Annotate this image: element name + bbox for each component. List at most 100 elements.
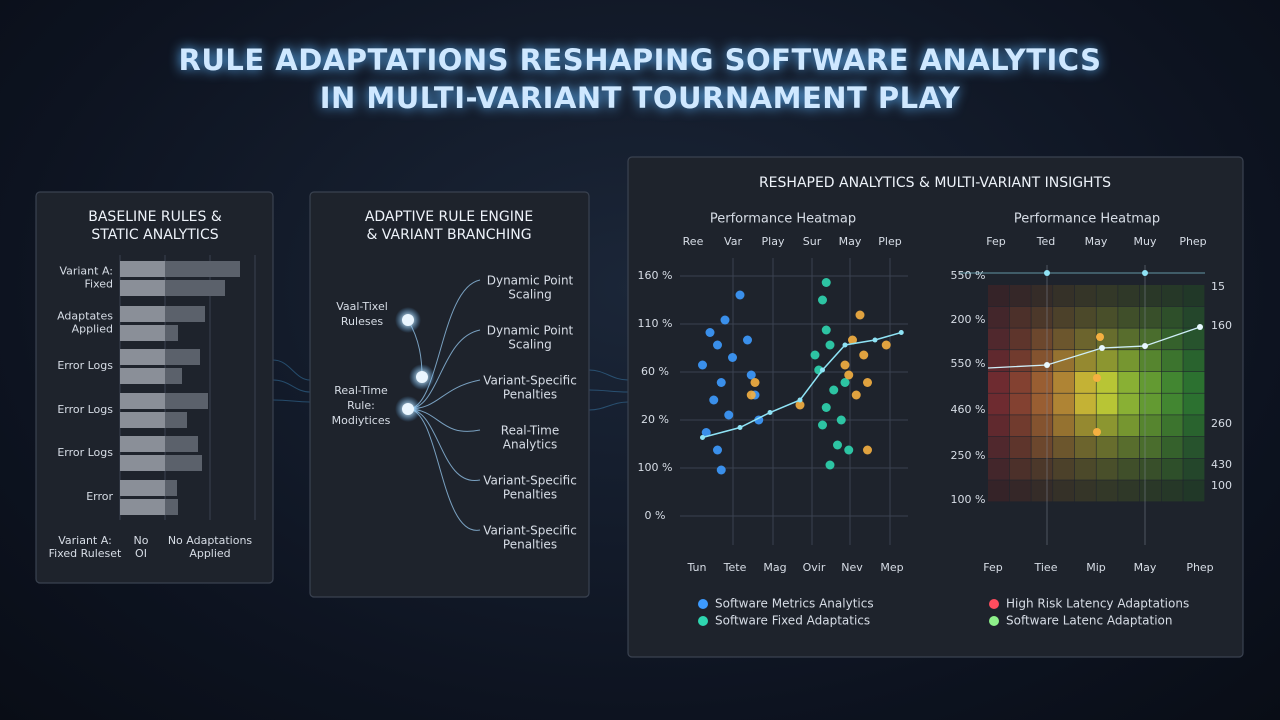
footer-label: No Adaptations [168,534,253,547]
heat-cell [1074,371,1096,393]
dot [724,410,734,420]
trend-point [898,330,904,335]
y-label: 460 % [951,403,986,416]
dot [881,340,891,350]
heat-cell [1053,458,1075,480]
dot [698,360,707,370]
heat-cell [1118,436,1140,458]
y-label: 550 % [951,357,986,370]
heat-cell [1118,285,1140,307]
heat-marker [1093,428,1101,436]
bar [120,261,240,277]
heat-cell [1183,415,1205,437]
dot [705,328,715,337]
input-label: Modiytices [332,414,391,427]
x-top-label: Ree [683,235,704,248]
heat-cell [1009,328,1031,350]
x-top-label: Fep [986,235,1005,248]
heat-cell [988,371,1010,393]
footer-label: Fixed Ruleset [49,547,122,560]
heat-point [1099,345,1105,351]
dot [818,295,827,305]
x-bottom-label: Tete [723,561,747,574]
x-bottom-label: Ovir [803,561,826,574]
heat-cell [1161,371,1183,393]
dot [863,445,872,455]
trend-point [797,397,803,403]
y-label: 160 % [638,269,673,282]
branch-label: Analytics [503,438,558,452]
x-bottom-label: Mep [880,561,903,574]
x-top-label: Sur [803,235,822,248]
dot [833,440,842,450]
heat-cell [1161,480,1183,502]
heat-cell [988,350,1010,372]
heat-cell [1031,350,1053,372]
heat-cell [1053,371,1075,393]
heat-cell [1118,306,1140,328]
y-label: 20 % [641,413,669,426]
heat-cell [988,393,1010,415]
heat-cell [1139,285,1161,307]
heat-cell [988,306,1010,328]
heat-cell [1053,415,1075,437]
dot [840,378,850,387]
heat-cell [1139,458,1161,480]
content: RULE ADAPTATIONS RESHAPING SOFTWARE ANAL… [49,43,1232,628]
dot [818,420,827,430]
branch-label: Scaling [508,288,551,302]
x-bottom-label: Tun [687,561,707,574]
dot [844,445,854,455]
dot [713,445,722,455]
guide-point [1142,270,1148,276]
dot [716,465,726,475]
row-label: Error [86,490,113,503]
dot [735,290,745,300]
row-label: Fixed [84,278,113,291]
connector [272,399,311,403]
bar [120,393,208,409]
heat-cell [1009,306,1031,328]
bar [120,436,198,452]
trend-point [737,425,743,430]
heat-cell [1096,480,1118,502]
heat-cell [1139,415,1161,437]
heat-cell [1161,415,1183,437]
heat-marker [1096,333,1104,341]
heat-cell [1139,371,1161,393]
heat-cell [1161,285,1183,307]
heat-cell [1009,480,1031,502]
heat-cell [1183,458,1205,480]
heat-cell [1031,328,1053,350]
dot [716,378,726,387]
legend-label: Software Fixed Adaptatics [715,614,870,628]
dot [821,325,831,335]
heat-cell [1053,285,1075,307]
footer-label: No [134,534,149,547]
branch-label: Penalties [503,488,557,502]
x-top-label: Var [724,235,742,248]
x-bottom-label: Phep [1186,561,1213,574]
input-label: Ruleses [341,315,383,328]
heat-cell [1031,285,1053,307]
row-label: Error Logs [57,359,113,372]
dot [746,370,756,380]
dot [810,350,820,360]
heat-cell [988,436,1010,458]
dot [795,400,805,410]
y2-label: 160 [1211,319,1232,332]
heat-cell [1096,436,1118,458]
heat-marker [1093,374,1101,382]
heat-cell [1031,415,1053,437]
branch-label: Penalties [503,538,557,552]
bar [120,349,200,365]
y-label: 200 % [951,313,986,326]
y2-label: 15 [1211,280,1225,293]
branch-label: Variant-Specific [483,474,577,488]
dot [746,390,756,400]
row-label: Error Logs [57,446,113,459]
dot [743,335,752,345]
engine-panel [309,191,590,598]
heat-cell [1096,415,1118,437]
